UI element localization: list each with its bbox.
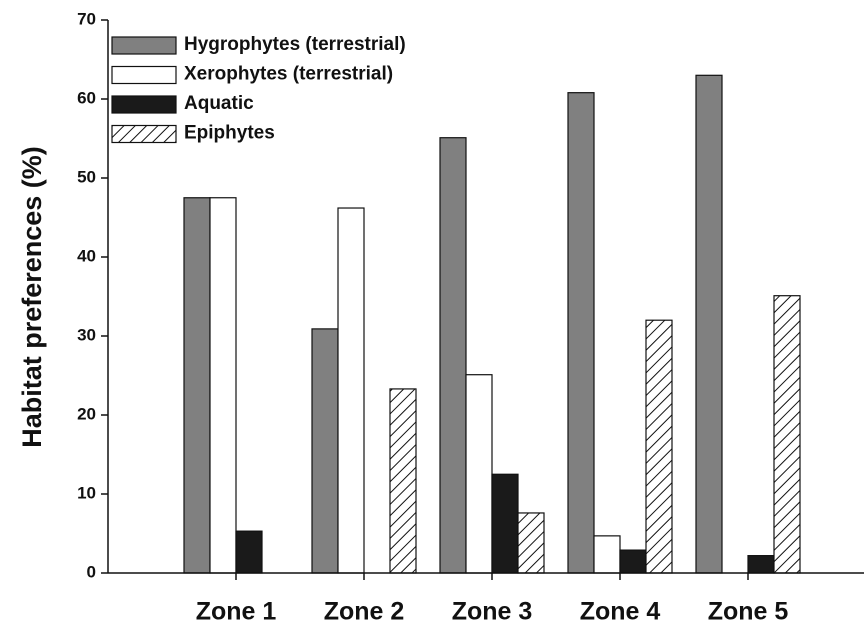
legend-label: Hygrophytes (terrestrial) — [184, 34, 406, 55]
bar — [773, 295, 801, 574]
y-tick-label: 10 — [77, 483, 96, 502]
bar — [491, 473, 519, 574]
y-axis-label: Habitat preferences (%) — [17, 146, 47, 448]
bar — [311, 328, 339, 574]
bar — [567, 92, 595, 574]
y-tick-label: 30 — [77, 325, 96, 344]
bar — [465, 374, 493, 574]
bar — [593, 535, 621, 574]
y-tick-label: 40 — [77, 246, 96, 265]
bar — [235, 530, 263, 574]
y-tick-label: 70 — [77, 9, 96, 28]
legend-swatch — [111, 124, 177, 144]
bar — [517, 512, 545, 574]
bar — [183, 197, 211, 574]
bar — [389, 388, 417, 574]
legend-swatch — [111, 65, 177, 85]
bar — [209, 197, 237, 574]
y-tick-label: 0 — [87, 562, 96, 581]
x-tick-label: Zone 2 — [324, 598, 405, 626]
legend-swatch — [111, 95, 177, 114]
legend-label: Aquatic — [184, 93, 254, 114]
bar — [619, 549, 647, 574]
bar — [337, 207, 365, 574]
x-tick-label: Zone 4 — [580, 598, 661, 626]
x-tick-label: Zone 1 — [196, 598, 277, 626]
bar — [439, 137, 467, 574]
legend-label: Epiphytes — [184, 123, 275, 144]
bar — [747, 555, 775, 574]
y-tick-label: 50 — [77, 167, 96, 186]
x-tick-label: Zone 3 — [452, 598, 533, 626]
legend-swatch — [111, 36, 177, 55]
y-tick-label: 60 — [77, 88, 96, 107]
y-tick-label: 20 — [77, 404, 96, 423]
x-tick-label: Zone 5 — [708, 598, 789, 626]
legend-label: Xerophytes (terrestrial) — [184, 64, 393, 85]
bar — [645, 319, 673, 574]
bar — [695, 74, 723, 574]
